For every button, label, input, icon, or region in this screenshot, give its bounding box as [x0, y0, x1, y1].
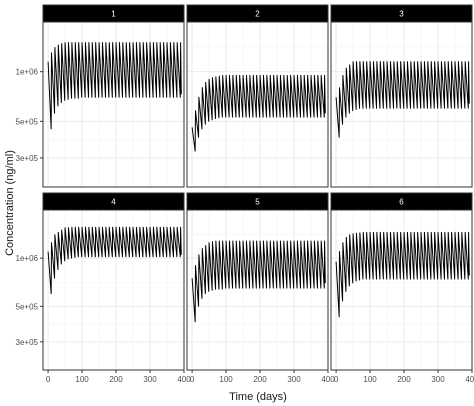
facet-panel-4: 4: [42, 192, 185, 371]
x-tick-label: 400: [465, 375, 474, 384]
facet-strip-label: 1: [111, 10, 116, 19]
y-tick-label: 5e+05: [16, 117, 39, 126]
x-tick-label: 0: [334, 375, 339, 384]
x-tick-label: 100: [219, 375, 233, 384]
concentration-line: [47, 226, 182, 295]
y-tick-label: 5e+05: [16, 302, 39, 311]
x-tick-label: 0: [190, 375, 195, 384]
y-axis-title: Concentration (ng/ml): [4, 150, 16, 256]
x-tick-label: 200: [253, 375, 267, 384]
y-tick-label: 3e+05: [16, 154, 39, 163]
facet-strip-label: 3: [399, 10, 404, 19]
x-tick-label: 300: [287, 375, 301, 384]
concentration-line: [335, 231, 470, 318]
panel-background: [187, 210, 328, 370]
x-tick-label: 0: [46, 375, 51, 384]
concentration-line: [191, 74, 326, 152]
concentration-line: [47, 42, 182, 130]
x-tick-label: 100: [75, 375, 89, 384]
x-tick-label: 200: [397, 375, 411, 384]
facet-strip-label: 2: [255, 10, 260, 19]
facet-strip-label: 6: [399, 198, 404, 207]
x-tick-label: 400: [321, 375, 335, 384]
facet-strip: [186, 4, 329, 23]
facet-panel-1: 1: [42, 4, 185, 188]
facet-panel-2: 2: [186, 4, 329, 188]
concentration-line: [191, 240, 326, 323]
x-axis-ticks: 010020030040001002003004000100200300400: [46, 370, 474, 384]
y-tick-label: 1e+06: [16, 68, 39, 77]
y-tick-label: 3e+05: [16, 338, 39, 347]
x-axis-title: Time (days): [229, 391, 287, 403]
facet-strip: [42, 192, 185, 211]
panel-background: [331, 22, 472, 187]
x-tick-label: 100: [363, 375, 377, 384]
x-tick-label: 300: [143, 375, 157, 384]
facet-strip: [186, 192, 329, 211]
facet-strip-label: 4: [111, 198, 116, 207]
facet-strip: [330, 192, 473, 211]
facet-panels: 1 2 3 4 5 6: [42, 4, 473, 371]
y-tick-label: 1e+06: [16, 254, 39, 263]
concentration-line: [335, 61, 470, 138]
facet-strip-label: 5: [255, 198, 260, 207]
facet-strip: [42, 4, 185, 23]
facet-panel-6: 6: [330, 192, 473, 371]
x-tick-label: 200: [109, 375, 123, 384]
x-tick-label: 300: [431, 375, 445, 384]
facet-panel-3: 3: [330, 4, 473, 188]
x-tick-label: 400: [177, 375, 191, 384]
facet-strip: [330, 4, 473, 23]
facet-panel-5: 5: [186, 192, 329, 371]
y-axis-ticks: 3e+05 5e+05 1e+06 3e+05 5e+05 1e+06: [16, 68, 43, 347]
